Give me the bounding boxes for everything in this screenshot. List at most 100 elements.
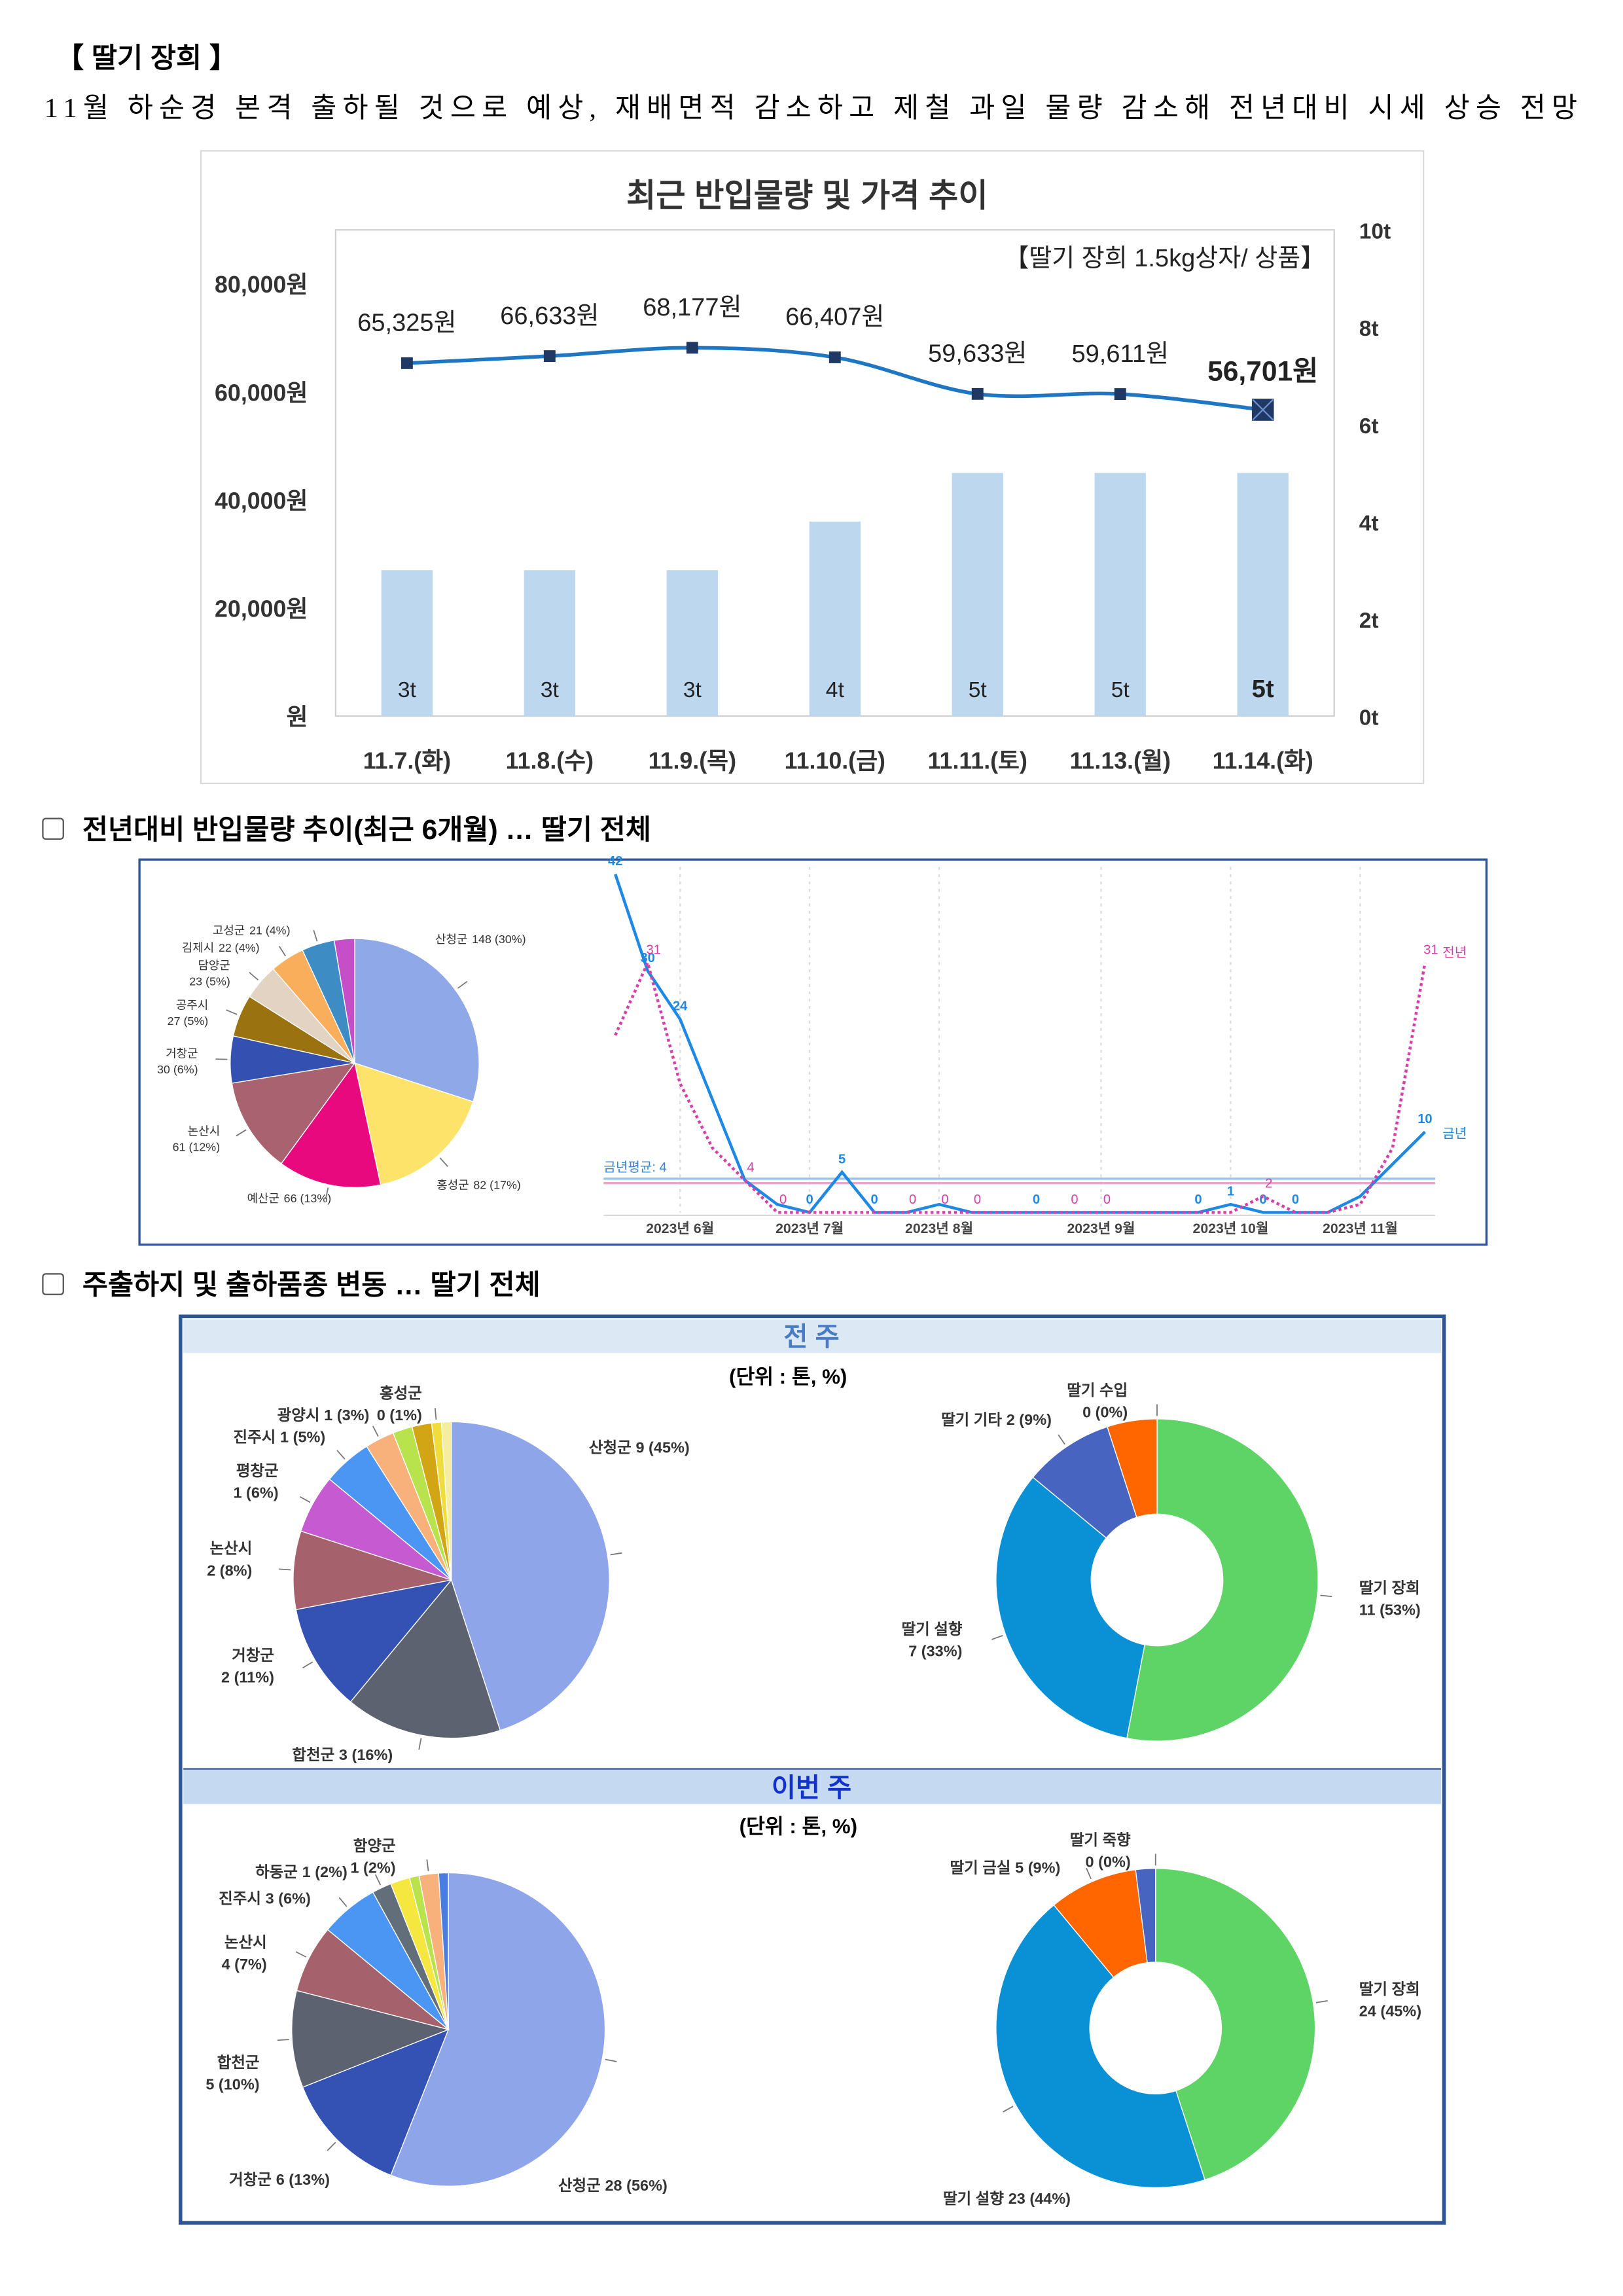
- slice-label: 딸기 장희 24 (45%): [1359, 1981, 1421, 2020]
- slice-label: 딸기 수입 0 (0%): [1067, 1382, 1128, 1421]
- slice-name: 산청군: [558, 2177, 601, 2194]
- series-name: 전년: [1442, 945, 1467, 960]
- point-label: 0: [871, 1193, 878, 1207]
- point-label: 31: [1423, 943, 1438, 958]
- bar-label: 3t: [683, 678, 702, 702]
- y-tick-label: 20,000원: [215, 596, 308, 622]
- slice-name: 공주시: [176, 998, 208, 1011]
- slice: [450, 1421, 610, 1731]
- leader-line: [226, 1009, 238, 1015]
- slice-name: 합천군: [217, 2054, 260, 2071]
- chart-title: 최근 반입물량 및 가격 추이: [626, 177, 988, 213]
- bar: [381, 570, 433, 717]
- slice-name: 딸기 장희: [1359, 1579, 1420, 1596]
- slice-value: 82 (17%): [473, 1179, 521, 1192]
- slice-name: 논산시: [210, 1540, 253, 1557]
- slice-value: 6 (13%): [276, 2171, 330, 2188]
- y2-tick-label: 10t: [1359, 220, 1391, 244]
- series-line: [614, 958, 1427, 1214]
- slice: [1155, 1868, 1316, 2181]
- panel-heading: 이번 주: [772, 1773, 851, 1803]
- x-tick-label: 11.13.(월): [1070, 748, 1171, 774]
- slice: [438, 1872, 449, 2030]
- point-label: 0: [1033, 1193, 1040, 1207]
- x-tick-label: 11.10.(금): [785, 748, 885, 774]
- x-tick-label: 11.14.(화): [1213, 748, 1313, 774]
- point-label: 42: [608, 854, 622, 869]
- x-tick-label: 2023년 8월: [905, 1221, 973, 1236]
- slice-label: 딸기 금실 5 (9%): [950, 1859, 1060, 1876]
- section-heading: 주출하지 및 출하품종 변동 … 딸기 전체: [82, 1270, 541, 1301]
- leader-line: [434, 1408, 437, 1420]
- slice-value: 2 (9%): [1007, 1411, 1052, 1428]
- slice-name: 딸기 죽향: [1070, 1831, 1131, 1848]
- point-label: 0: [1103, 1193, 1111, 1207]
- leader-line: [336, 1450, 346, 1460]
- summary: 11월 하순경 본격 출하될 것으로 예상, 재배면적 감소하고 제철 과일 물…: [45, 93, 1577, 124]
- slice-value: 1 (2%): [302, 1863, 348, 1880]
- x-tick-label: 11.7.(화): [363, 748, 451, 774]
- y2-tick-label: 8t: [1359, 317, 1379, 341]
- slice-value: 2 (8%): [207, 1562, 252, 1579]
- slice-value: 3 (16%): [339, 1746, 393, 1763]
- slice: [995, 1904, 1205, 2189]
- point-label: 0: [1259, 1193, 1266, 1207]
- bar-label: 5t: [969, 678, 988, 702]
- slice-name: 진주시: [234, 1429, 276, 1446]
- marker: [686, 342, 698, 354]
- point-label: 0: [909, 1193, 916, 1207]
- point-label: 30: [641, 951, 655, 965]
- leader-line: [278, 946, 287, 957]
- y2-tick-label: 6t: [1359, 414, 1379, 439]
- bar: [666, 570, 718, 717]
- slice-name: 딸기 수입: [1067, 1382, 1128, 1399]
- doc-title: 【 딸기 장희 】: [56, 43, 238, 74]
- x-tick-label: 2023년 10월: [1193, 1221, 1269, 1236]
- slice-value: 2 (11%): [221, 1669, 274, 1686]
- slice-name: 딸기 기타: [941, 1411, 1002, 1428]
- checkbox: [42, 817, 64, 840]
- slice-value: 1 (6%): [233, 1484, 278, 1501]
- slice-label: 홍성군 0 (1%): [377, 1385, 422, 1424]
- panel-header: [183, 1319, 1442, 1354]
- slice-value: 21 (4%): [249, 924, 291, 937]
- bar-label: 3t: [541, 678, 560, 702]
- slice: [349, 1579, 501, 1739]
- slice: [231, 1062, 356, 1164]
- bar-label: 5t: [1252, 675, 1274, 703]
- slice: [293, 1530, 452, 1611]
- leader-line: [295, 1951, 307, 1958]
- x-tick-label: 11.9.(목): [649, 748, 736, 774]
- series-name: 금년: [1442, 1126, 1467, 1141]
- slice-value: 0 (1%): [377, 1407, 422, 1424]
- bar-label: 3t: [398, 678, 417, 702]
- slice-value: 23 (5%): [189, 975, 230, 988]
- unit-note: (단위 : 톤, %): [740, 1815, 857, 1838]
- leader-line: [215, 1058, 228, 1060]
- slice-label: 산청군 148 (30%): [435, 933, 526, 946]
- slice-name: 고성군: [213, 924, 245, 937]
- leader-line: [1315, 2000, 1328, 2003]
- slice-name: 거창군: [166, 1047, 198, 1060]
- leader-line: [325, 1187, 329, 1200]
- slice-name: 거창군: [229, 2171, 272, 2188]
- slice-value: 3 (6%): [266, 1890, 311, 1907]
- slice-label: 거창군 6 (13%): [229, 2171, 330, 2188]
- leader-line: [313, 929, 318, 942]
- leader-line: [457, 980, 468, 989]
- line-label: 59,633원: [928, 340, 1027, 368]
- leader-line: [279, 1568, 291, 1571]
- slice-label: 딸기 죽향 0 (0%): [1070, 1831, 1131, 1871]
- marker: [543, 350, 556, 363]
- bar: [1237, 473, 1289, 717]
- leader-line: [277, 2039, 289, 2041]
- reference-label: 금년평균: 4: [603, 1160, 666, 1175]
- slice-name: 합천군: [292, 1746, 334, 1763]
- point-label: 0: [974, 1193, 981, 1207]
- bar: [524, 570, 576, 717]
- bar-label: 5t: [1111, 678, 1130, 702]
- leader-line: [374, 1874, 382, 1886]
- slice-name: 하동군: [255, 1863, 298, 1880]
- point-label: 31: [646, 943, 660, 958]
